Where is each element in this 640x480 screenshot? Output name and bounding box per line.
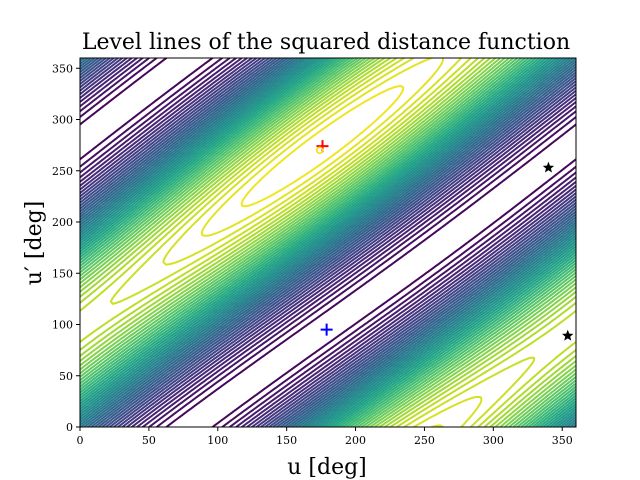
contour-level-42 bbox=[80, 58, 576, 427]
contour-level-4 bbox=[109, 58, 536, 427]
y-tick-label: 50 bbox=[59, 370, 73, 383]
contour-level-47 bbox=[80, 58, 576, 427]
y-tick-label: 300 bbox=[52, 114, 73, 127]
contour-level-32 bbox=[80, 58, 576, 427]
contour-level-9 bbox=[80, 58, 576, 427]
plus-marker bbox=[320, 323, 333, 336]
x-tick-label: 150 bbox=[276, 434, 297, 447]
contour-lines bbox=[80, 58, 576, 427]
y-axis-title: u′ [deg] bbox=[22, 201, 47, 286]
plot-frame bbox=[79, 57, 577, 428]
x-tick-label: 200 bbox=[345, 434, 366, 447]
x-tick-label: 100 bbox=[207, 434, 228, 447]
contour-level-33 bbox=[80, 58, 576, 427]
star-marker bbox=[542, 161, 555, 173]
contour-level-27 bbox=[80, 58, 576, 427]
contour-level-38 bbox=[80, 58, 576, 427]
contour-level-22 bbox=[80, 58, 576, 427]
critical-point-markers bbox=[315, 140, 574, 341]
contour-level-39 bbox=[80, 58, 576, 427]
contour-level-23 bbox=[80, 58, 576, 427]
y-tick-label: 0 bbox=[66, 421, 73, 434]
x-tick-label: 250 bbox=[414, 434, 435, 447]
contour-level-30 bbox=[80, 58, 576, 427]
x-axis-ticks: 0 50 100 150 200 250 300 350 bbox=[77, 427, 573, 447]
contour-level-28 bbox=[80, 58, 576, 427]
y-axis-ticks: 0 50 100 150 200 250 300 350 bbox=[52, 62, 80, 434]
x-tick-label: 300 bbox=[483, 434, 504, 447]
contour-level-21 bbox=[80, 58, 576, 427]
contour-level-40 bbox=[80, 58, 576, 427]
contour-level-25 bbox=[80, 58, 576, 427]
x-tick-label: 350 bbox=[552, 434, 573, 447]
contour-level-16 bbox=[80, 58, 576, 427]
chart-title: Level lines of the squared distance func… bbox=[82, 30, 570, 55]
contour-level-11 bbox=[80, 58, 576, 427]
y-tick-label: 150 bbox=[52, 267, 73, 280]
x-tick-label: 50 bbox=[142, 434, 156, 447]
contour-level-1 bbox=[240, 85, 405, 208]
contour-level-7 bbox=[80, 58, 576, 427]
contour-level-17 bbox=[80, 58, 576, 427]
y-tick-label: 200 bbox=[52, 216, 73, 229]
star-marker bbox=[562, 329, 574, 341]
contour-level-24 bbox=[80, 58, 576, 427]
contour-level-18 bbox=[80, 58, 576, 427]
contour-level-19 bbox=[80, 58, 576, 427]
y-tick-label: 250 bbox=[52, 165, 73, 178]
x-tick-label: 0 bbox=[77, 434, 84, 447]
y-tick-label: 350 bbox=[52, 62, 73, 75]
contour-level-20 bbox=[80, 58, 576, 427]
contour-level-34 bbox=[80, 58, 576, 427]
contour-level-31 bbox=[80, 58, 576, 427]
y-tick-label: 100 bbox=[52, 319, 73, 332]
circle-marker bbox=[315, 146, 324, 154]
x-axis-title: u [deg] bbox=[287, 455, 367, 480]
contour-level-12 bbox=[80, 58, 576, 427]
contour-level-26 bbox=[80, 58, 576, 427]
contour-level-48 bbox=[80, 58, 576, 427]
contour-level-35 bbox=[80, 58, 576, 427]
